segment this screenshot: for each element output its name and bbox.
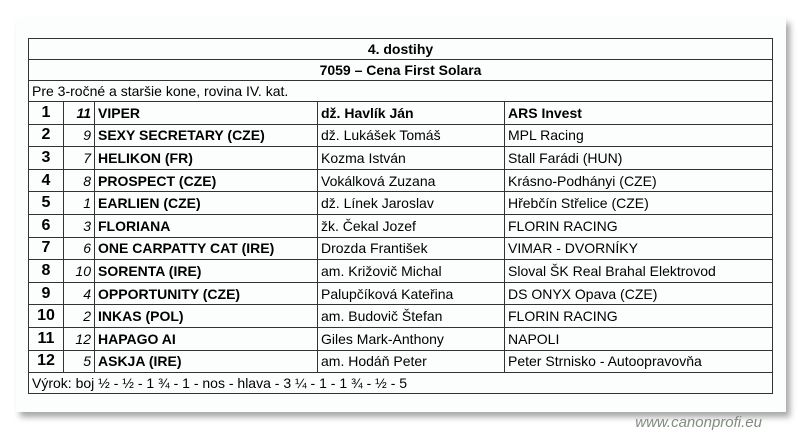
horse-cell: EARLIEN (CZE) [94, 191, 318, 215]
owner-cell: Krásno-Podhányi (CZE) [504, 168, 773, 193]
race-results-table: 4. dostihy 7059 – Cena First Solara Pre … [28, 38, 773, 395]
pos-cell: 5 [28, 191, 64, 215]
num-cell: 3 [63, 213, 95, 238]
jockey-cell: Kozma István [317, 146, 505, 170]
jockey-cell: am. Budovič Štefan [317, 304, 505, 328]
num-cell: 6 [63, 236, 95, 261]
owner-cell: FLORIN RACING [504, 304, 773, 328]
jockey-cell: dž. Línek Jaroslav [317, 191, 505, 215]
pos-cell: 12 [28, 349, 64, 374]
race-title: 4. dostihy [28, 38, 773, 60]
table-row: 5 1 EARLIEN (CZE) dž. Línek Jaroslav Hřebčín… [28, 191, 773, 215]
race-name: 7059 – Cena First Solara [28, 59, 773, 81]
table-row: 2 9 SEXY SECRETARY (CZE) dž. Lukášek Tomáš M… [28, 123, 773, 148]
owner-cell: Peter Strnisko - Autoopravovňa [504, 349, 773, 374]
jockey-cell: dž. Havlík Ján [317, 101, 505, 125]
jockey-cell: Palupčíková Kateřina [317, 281, 505, 306]
pos-cell: 8 [28, 259, 64, 283]
owner-cell: NAPOLI [504, 326, 773, 351]
verdict: Výrok: boj ½ - ½ - 1 ¾ - 1 - nos - hlava… [28, 372, 773, 395]
owner-cell: ARS Invest [504, 101, 773, 125]
race-description: Pre 3-ročné a staršie kone, rovina IV. k… [28, 80, 773, 102]
table-row: 6 3 FLORIANA žk. Čekal Jozef FLORIN RACING [28, 213, 773, 238]
horse-cell: ONE CARPATTY CAT (IRE) [94, 236, 318, 261]
jockey-cell: am. Križovič Michal [317, 259, 505, 283]
owner-cell: Sloval ŠK Real Brahal Elektrovod [504, 259, 773, 283]
num-cell: 11 [63, 101, 95, 125]
jockey-cell: dž. Lukášek Tomáš [317, 123, 505, 148]
pos-cell: 6 [28, 213, 64, 238]
table-row: 11 12 HAPAGO AI Giles Mark-Anthony NAPOLI [28, 326, 773, 351]
jockey-cell: Giles Mark-Anthony [317, 326, 505, 351]
owner-cell: MPL Racing [504, 123, 773, 148]
pos-cell: 2 [28, 123, 64, 148]
horse-cell: FLORIANA [94, 213, 318, 238]
table-row: 1 11 VIPER dž. Havlík Ján ARS Invest [28, 101, 773, 125]
horse-cell: OPPORTUNITY (CZE) [94, 281, 318, 306]
horse-cell: INKAS (POL) [94, 304, 318, 328]
watermark: www.canonprofi.eu [635, 414, 762, 431]
table-row: 3 7 HELIKON (FR) Kozma István Stall Farádi (… [28, 146, 773, 170]
num-cell: 10 [63, 259, 95, 283]
pos-cell: 3 [28, 146, 64, 170]
owner-cell: VIMAR - DVORNÍKY [504, 236, 773, 261]
table-row: 7 6 ONE CARPATTY CAT (IRE) Drozda František… [28, 236, 773, 261]
num-cell: 8 [63, 168, 95, 193]
table-row: 10 2 INKAS (POL) am. Budovič Štefan FLORIN R… [28, 304, 773, 328]
jockey-cell: am. Hodáň Peter [317, 349, 505, 374]
horse-cell: SEXY SECRETARY (CZE) [94, 123, 318, 148]
pos-cell: 9 [28, 281, 64, 306]
num-cell: 12 [63, 326, 95, 351]
horse-cell: HAPAGO AI [94, 326, 318, 351]
pos-cell: 10 [28, 304, 64, 328]
table-row: 8 10 SORENTA (IRE) am. Križovič Michal Slova… [28, 259, 773, 283]
pos-cell: 4 [28, 168, 64, 193]
num-cell: 1 [63, 191, 95, 215]
owner-cell: FLORIN RACING [504, 213, 773, 238]
jockey-cell: Vokálková Zuzana [317, 168, 505, 193]
owner-cell: Hřebčín Střelice (CZE) [504, 191, 773, 215]
horse-cell: SORENTA (IRE) [94, 259, 318, 283]
pos-cell: 7 [28, 236, 64, 261]
num-cell: 2 [63, 304, 95, 328]
jockey-cell: žk. Čekal Jozef [317, 213, 505, 238]
table-row: 4 8 PROSPECT (CZE) Vokálková Zuzana Krásno-P… [28, 168, 773, 193]
num-cell: 4 [63, 281, 95, 306]
horse-cell: HELIKON (FR) [94, 146, 318, 170]
owner-cell: DS ONYX Opava (CZE) [504, 281, 773, 306]
table-row: 12 5 ASKJA (IRE) am. Hodáň Peter Peter Strni… [28, 349, 773, 374]
pos-cell: 1 [28, 101, 64, 125]
owner-cell: Stall Farádi (HUN) [504, 146, 773, 170]
horse-cell: VIPER [94, 101, 318, 125]
horse-cell: PROSPECT (CZE) [94, 168, 318, 193]
horse-cell: ASKJA (IRE) [94, 349, 318, 374]
pos-cell: 11 [28, 326, 64, 351]
num-cell: 7 [63, 146, 95, 170]
jockey-cell: Drozda František [317, 236, 505, 261]
table-row: 9 4 OPPORTUNITY (CZE) Palupčíková Kateřina D… [28, 281, 773, 306]
num-cell: 9 [63, 123, 95, 148]
num-cell: 5 [63, 349, 95, 374]
